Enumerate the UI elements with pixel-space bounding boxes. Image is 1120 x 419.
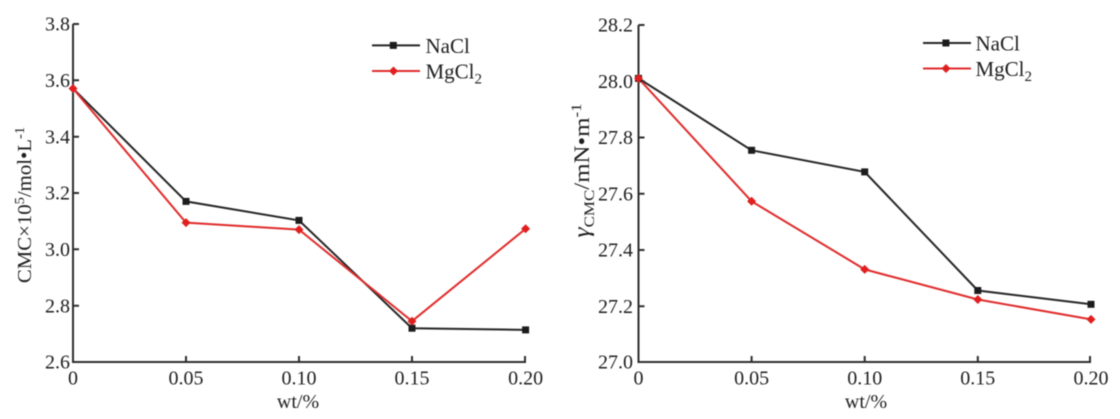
svg-text:27.4: 27.4 <box>598 240 633 262</box>
svg-text:28.2: 28.2 <box>598 15 633 37</box>
svg-text:28.0: 28.0 <box>598 71 633 93</box>
svg-text:0.20: 0.20 <box>508 368 543 390</box>
svg-text:wt/%: wt/% <box>845 391 887 413</box>
svg-text:27.2: 27.2 <box>598 296 633 318</box>
svg-text:2.8: 2.8 <box>45 295 70 317</box>
svg-text:wt/%: wt/% <box>277 391 319 413</box>
svg-text:CMC×105/mol•L-1: CMC×105/mol•L-1 <box>12 127 36 283</box>
svg-text:0: 0 <box>634 368 644 390</box>
svg-text:27.8: 27.8 <box>598 127 633 149</box>
svg-text:3.0: 3.0 <box>45 239 70 261</box>
svg-text:0.10: 0.10 <box>282 368 317 390</box>
svg-text:0.05: 0.05 <box>734 368 769 390</box>
svg-text:MgCl2: MgCl2 <box>976 57 1033 85</box>
svg-text:0: 0 <box>68 368 78 390</box>
svg-text:NaCl: NaCl <box>426 34 470 58</box>
svg-text:3.4: 3.4 <box>45 126 70 148</box>
svg-text:0.10: 0.10 <box>847 368 882 390</box>
svg-text:3.2: 3.2 <box>45 183 70 205</box>
svg-text:27.6: 27.6 <box>598 184 633 206</box>
svg-text:0.05: 0.05 <box>169 368 204 390</box>
svg-text:3.8: 3.8 <box>45 14 70 36</box>
svg-text:γCMC/mN•m-1: γCMC/mN•m-1 <box>569 103 598 237</box>
svg-text:0.15: 0.15 <box>960 368 995 390</box>
svg-text:0.20: 0.20 <box>1074 368 1109 390</box>
svg-text:2.6: 2.6 <box>45 352 70 374</box>
svg-text:0.15: 0.15 <box>395 368 430 390</box>
svg-text:MgCl2: MgCl2 <box>426 60 483 88</box>
svg-text:NaCl: NaCl <box>976 31 1020 55</box>
svg-text:27.0: 27.0 <box>598 352 633 374</box>
svg-text:3.6: 3.6 <box>45 70 70 92</box>
